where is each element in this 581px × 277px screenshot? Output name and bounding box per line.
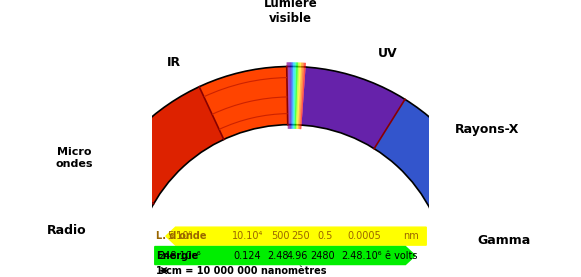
Wedge shape xyxy=(300,63,304,129)
Wedge shape xyxy=(286,62,288,129)
Wedge shape xyxy=(293,62,295,129)
Text: Micro
ondes: Micro ondes xyxy=(56,147,94,169)
Text: 2.48: 2.48 xyxy=(267,250,289,261)
Wedge shape xyxy=(103,87,224,204)
Wedge shape xyxy=(287,62,289,129)
Wedge shape xyxy=(199,66,288,139)
Wedge shape xyxy=(295,62,296,129)
Text: Lumière
visible: Lumière visible xyxy=(264,0,317,25)
Text: 0.124: 0.124 xyxy=(234,250,261,261)
Wedge shape xyxy=(299,63,302,129)
Wedge shape xyxy=(292,62,293,129)
Wedge shape xyxy=(288,62,289,129)
Wedge shape xyxy=(293,62,295,129)
Wedge shape xyxy=(297,63,300,129)
Wedge shape xyxy=(301,63,306,129)
Text: 2.48.10⁶: 2.48.10⁶ xyxy=(341,250,382,261)
Text: 250: 250 xyxy=(291,231,310,241)
Wedge shape xyxy=(295,62,298,129)
Wedge shape xyxy=(299,63,303,129)
Wedge shape xyxy=(292,62,293,129)
Wedge shape xyxy=(292,62,294,129)
Wedge shape xyxy=(294,62,296,129)
Wedge shape xyxy=(289,62,290,129)
Wedge shape xyxy=(374,99,481,208)
Wedge shape xyxy=(302,67,405,149)
FancyArrow shape xyxy=(166,227,426,245)
Wedge shape xyxy=(296,62,298,129)
Wedge shape xyxy=(293,62,295,129)
Wedge shape xyxy=(299,63,303,129)
FancyArrow shape xyxy=(155,247,415,265)
Text: ê volts: ê volts xyxy=(385,250,418,261)
Wedge shape xyxy=(292,62,293,129)
Wedge shape xyxy=(297,63,300,129)
Wedge shape xyxy=(298,63,302,129)
Wedge shape xyxy=(430,181,505,269)
Wedge shape xyxy=(295,62,297,129)
Text: UV: UV xyxy=(378,47,398,60)
Wedge shape xyxy=(287,62,288,129)
Wedge shape xyxy=(298,63,302,129)
Wedge shape xyxy=(300,63,305,129)
Wedge shape xyxy=(296,63,299,129)
Wedge shape xyxy=(295,62,296,129)
Wedge shape xyxy=(296,63,299,129)
Wedge shape xyxy=(293,62,295,129)
Wedge shape xyxy=(291,62,292,129)
Wedge shape xyxy=(299,63,304,129)
Wedge shape xyxy=(299,63,303,129)
Text: IR: IR xyxy=(166,56,181,69)
Text: Energie: Energie xyxy=(156,250,198,261)
Wedge shape xyxy=(293,62,294,129)
Wedge shape xyxy=(295,62,297,129)
Text: 2480: 2480 xyxy=(310,250,335,261)
Text: 10.10⁴: 10.10⁴ xyxy=(232,231,263,241)
Wedge shape xyxy=(301,63,306,129)
Wedge shape xyxy=(296,62,299,129)
Text: 5.10⁹: 5.10⁹ xyxy=(167,231,192,241)
Text: 0.0005: 0.0005 xyxy=(347,231,381,241)
Text: 500: 500 xyxy=(271,231,290,241)
Text: 0.5: 0.5 xyxy=(317,231,333,241)
Wedge shape xyxy=(296,63,299,129)
Wedge shape xyxy=(288,62,289,129)
Text: nm: nm xyxy=(403,231,419,241)
Wedge shape xyxy=(300,63,305,129)
Text: Rayons-X: Rayons-X xyxy=(455,122,519,135)
Wedge shape xyxy=(295,62,297,129)
Wedge shape xyxy=(76,175,154,269)
Wedge shape xyxy=(300,63,304,129)
Wedge shape xyxy=(294,62,296,129)
Wedge shape xyxy=(297,63,300,129)
Wedge shape xyxy=(288,62,289,129)
Text: 248.10⁻⁶: 248.10⁻⁶ xyxy=(159,250,201,261)
Text: L. d'onde: L. d'onde xyxy=(156,231,207,241)
Text: Gamma: Gamma xyxy=(478,234,530,247)
Wedge shape xyxy=(297,63,301,129)
Text: 4.96: 4.96 xyxy=(287,250,308,261)
Wedge shape xyxy=(297,63,301,129)
Text: Radio: Radio xyxy=(46,224,86,237)
Wedge shape xyxy=(300,63,304,129)
Wedge shape xyxy=(298,63,302,129)
Text: 1 cm = 10 000 000 nanomètres: 1 cm = 10 000 000 nanomètres xyxy=(156,266,327,276)
